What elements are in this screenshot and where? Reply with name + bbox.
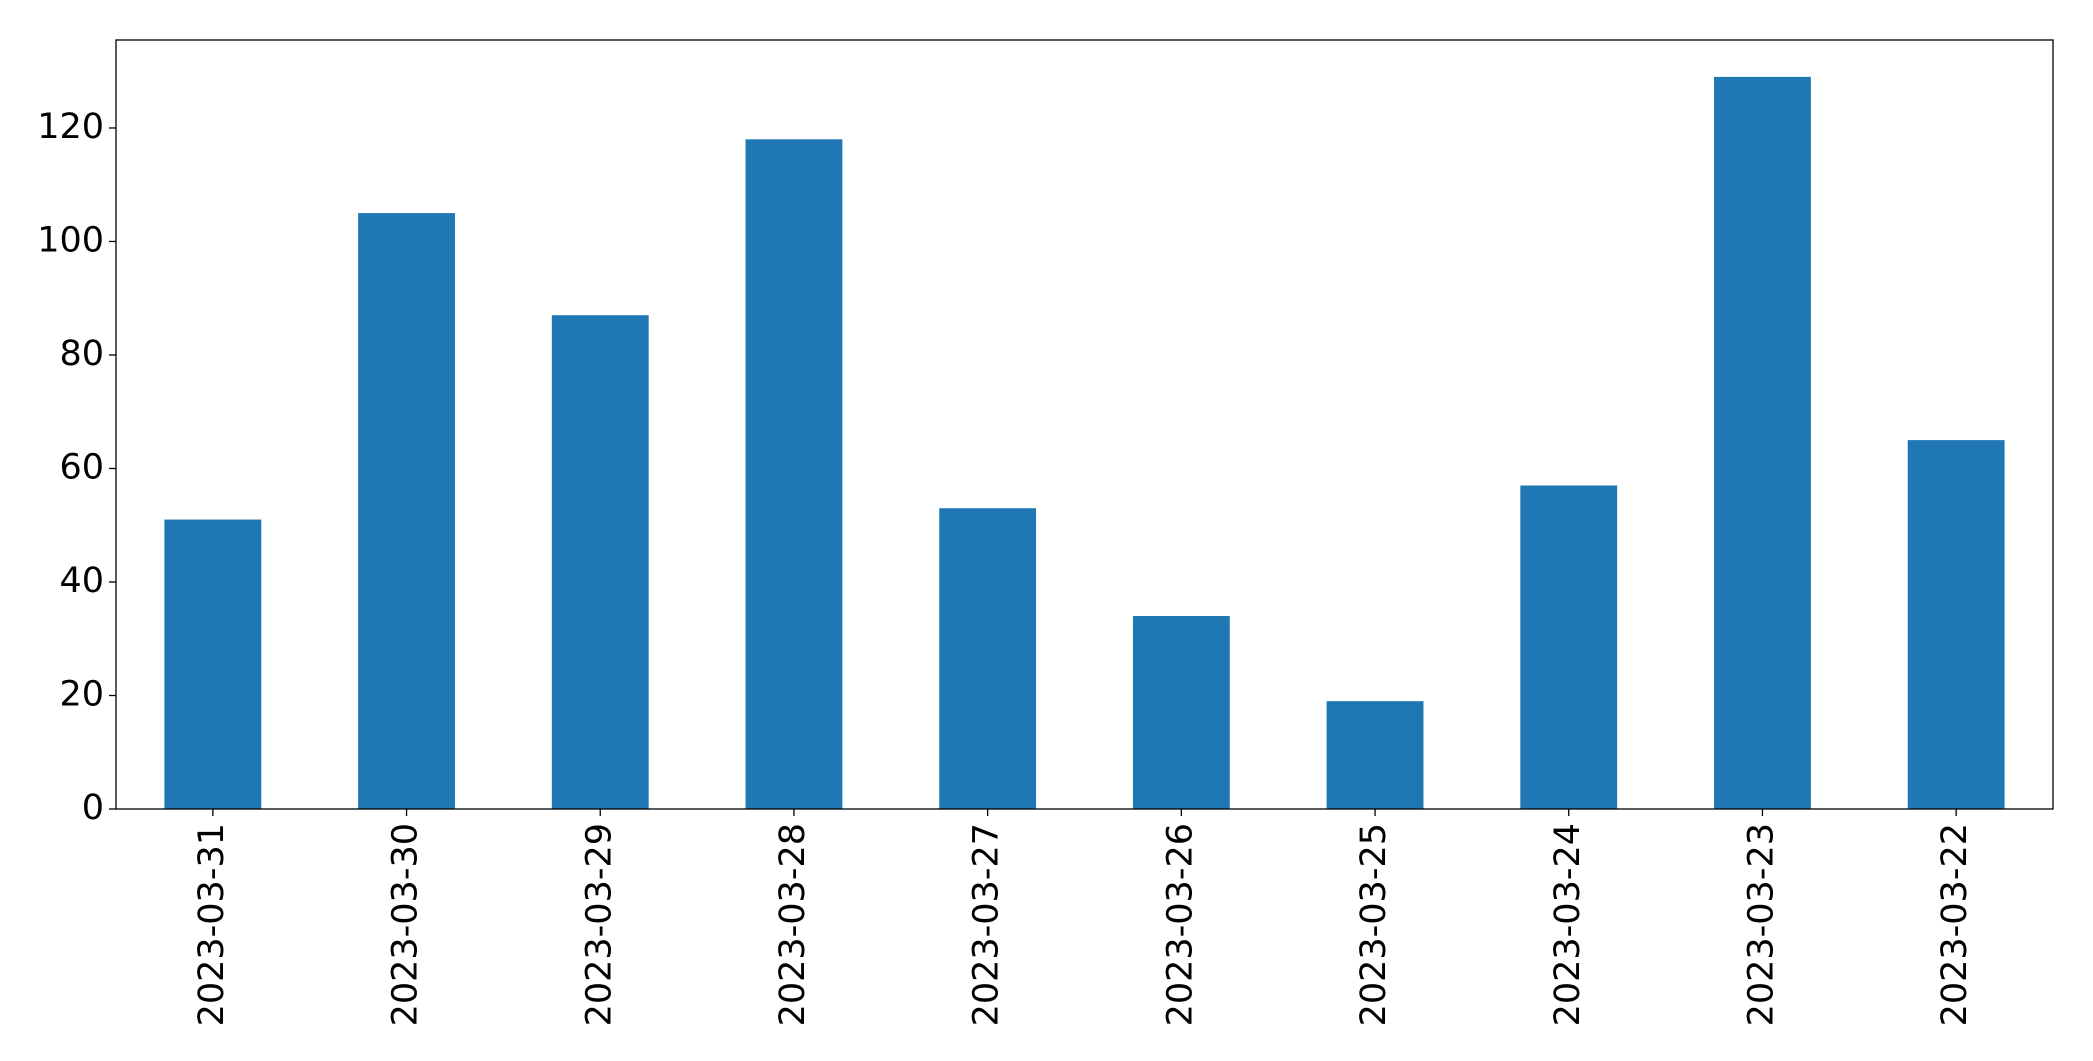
y-tick-label: 40 (59, 561, 104, 601)
bar (1520, 485, 1618, 809)
y-tick-label: 0 (82, 788, 104, 828)
x-tick-label: 2023-03-23 (1741, 823, 1781, 1026)
x-tick-label: 2023-03-24 (1548, 823, 1588, 1026)
x-tick-label: 2023-03-26 (1160, 823, 1200, 1026)
bar (1326, 701, 1424, 809)
y-tick-label: 80 (59, 334, 104, 374)
y-tick-label: 120 (37, 107, 104, 147)
bar (939, 508, 1037, 809)
x-tick-label: 2023-03-27 (967, 823, 1007, 1026)
bar (1132, 616, 1230, 809)
plot-frame (115, 39, 2054, 810)
x-tick-label: 2023-03-30 (386, 823, 426, 1026)
x-tick-label: 2023-03-22 (1935, 823, 1975, 1026)
x-tick-label: 2023-03-29 (579, 823, 619, 1026)
y-tick-label: 60 (59, 447, 104, 487)
bar (164, 519, 262, 809)
bar (551, 315, 649, 809)
bar (358, 213, 455, 809)
x-tick-label: 2023-03-28 (773, 823, 813, 1026)
bar (1714, 76, 1811, 810)
bar (745, 139, 843, 810)
x-tick-label: 2023-03-25 (1354, 823, 1394, 1026)
y-tick-label: 20 (59, 674, 104, 714)
x-tick-label: 2023-03-31 (192, 823, 232, 1026)
bar (1907, 440, 2005, 809)
y-tick-label: 100 (37, 220, 104, 260)
